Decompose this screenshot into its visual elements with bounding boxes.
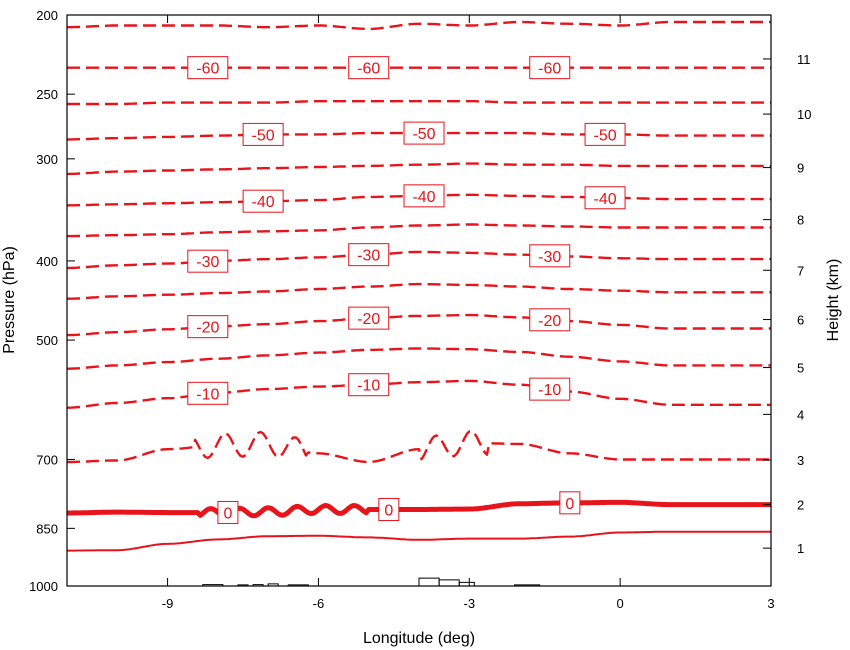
- left-axis-title: Pressure (hPa): [1, 246, 18, 354]
- plot-frame: [66, 14, 772, 587]
- contour-label: -30: [538, 249, 561, 266]
- terrain-step: [418, 577, 440, 586]
- pressure-tick-label: 250: [36, 87, 58, 102]
- contour-line: [67, 313, 771, 337]
- contour-label: -60: [357, 61, 380, 78]
- contour-line: [67, 162, 771, 176]
- contour-label-box: [187, 249, 229, 273]
- contour-line: [67, 20, 771, 31]
- contour-label-box: [378, 497, 400, 521]
- height-tick-label: 5: [797, 361, 804, 376]
- contour-line: [67, 530, 771, 552]
- contour-label-box: [348, 243, 390, 267]
- contour-label: -10: [357, 378, 380, 395]
- axis-layer: -9 -6 -3 0 320025030040050070085010001234567…: [29, 8, 811, 611]
- contour-label-box: [584, 186, 626, 210]
- terrain-step: [438, 579, 460, 586]
- contour-label-layer: -60 -60 -60 -50 -50 -50 -40 -40 -40 -30 -30 -30 -20 -…: [187, 56, 626, 524]
- contour-line: [67, 223, 771, 238]
- contour-label-box: [217, 500, 239, 524]
- contour-label: -40: [252, 194, 275, 211]
- contour-label-box: [559, 491, 581, 515]
- terrain-step: [458, 581, 475, 586]
- contour-label: -30: [357, 248, 380, 265]
- contour-label: 0: [384, 502, 393, 519]
- contour-label: -20: [538, 313, 561, 330]
- x-tick-label: -9: [162, 596, 174, 611]
- contour-label: -20: [196, 320, 219, 337]
- contour-label: -40: [593, 191, 616, 208]
- height-tick-label: 1: [797, 541, 804, 556]
- contour-line: [67, 499, 771, 519]
- height-tick-label: 8: [797, 213, 804, 228]
- contour-label: -30: [196, 254, 219, 271]
- contour-label-box: [187, 315, 229, 339]
- right-axis-title: Height (km): [825, 259, 842, 342]
- pressure-tick-label: 500: [36, 333, 58, 348]
- contour-label: -10: [538, 382, 561, 399]
- contour-label-box: [529, 56, 571, 80]
- contour-label-box: [348, 306, 390, 330]
- height-tick-label: 4: [797, 407, 804, 422]
- terrain-step: [202, 584, 224, 586]
- contour-label-box: [529, 377, 571, 401]
- contour-label: -60: [538, 61, 561, 78]
- contour-label-box: [529, 308, 571, 332]
- height-tick-label: 2: [797, 498, 804, 513]
- contour-layer: [67, 20, 771, 552]
- contour-label: 0: [223, 505, 232, 522]
- contour-label-box: [242, 122, 284, 146]
- contour-label-box: [403, 121, 445, 145]
- contour-label-box: [584, 122, 626, 146]
- pressure-tick-label: 700: [36, 452, 58, 467]
- terrain-layer: [202, 577, 541, 586]
- height-tick-label: 6: [797, 313, 804, 328]
- x-tick-label: 0: [617, 596, 624, 611]
- contour-label: -10: [196, 386, 219, 403]
- pressure-tick-label: 850: [36, 521, 58, 536]
- contour-label: -50: [412, 126, 435, 143]
- height-tick-label: 10: [797, 107, 811, 122]
- height-tick-label: 7: [797, 263, 804, 278]
- contour-line: [67, 347, 771, 370]
- contour-line: [67, 429, 771, 464]
- contour-label: 0: [565, 496, 574, 513]
- height-tick-label: 3: [797, 453, 804, 468]
- height-tick-label: 9: [797, 161, 804, 176]
- contour-label-box: [187, 56, 229, 80]
- pressure-tick-label: 1000: [29, 579, 58, 594]
- terrain-step: [252, 584, 264, 586]
- pressure-tick-label: 300: [36, 152, 58, 167]
- contour-line: [67, 379, 771, 409]
- contour-label: -60: [196, 61, 219, 78]
- x-tick-label: -3: [464, 596, 476, 611]
- contour-label-box: [242, 189, 284, 213]
- pressure-tick-label: 200: [36, 8, 58, 23]
- contour-line: [67, 250, 771, 270]
- x-axis-title: Longitude (deg): [363, 630, 475, 647]
- contour-line: [67, 282, 771, 300]
- contour-line: [67, 100, 771, 106]
- contour-label: -50: [252, 127, 275, 144]
- terrain-step: [267, 583, 279, 586]
- height-tick-label: 11: [797, 52, 811, 67]
- contour-label-box: [403, 184, 445, 208]
- contour-label-box: [348, 373, 390, 397]
- pressure-tick-label: 400: [36, 254, 58, 269]
- contour-label: -50: [593, 127, 616, 144]
- x-tick-label: 3: [767, 596, 774, 611]
- x-tick-label: -6: [313, 596, 325, 611]
- contour-label-box: [529, 244, 571, 268]
- contour-label-box: [348, 56, 390, 80]
- contour-label-box: [187, 381, 229, 405]
- contour-label: -40: [412, 189, 435, 206]
- contour-label: -20: [357, 311, 380, 328]
